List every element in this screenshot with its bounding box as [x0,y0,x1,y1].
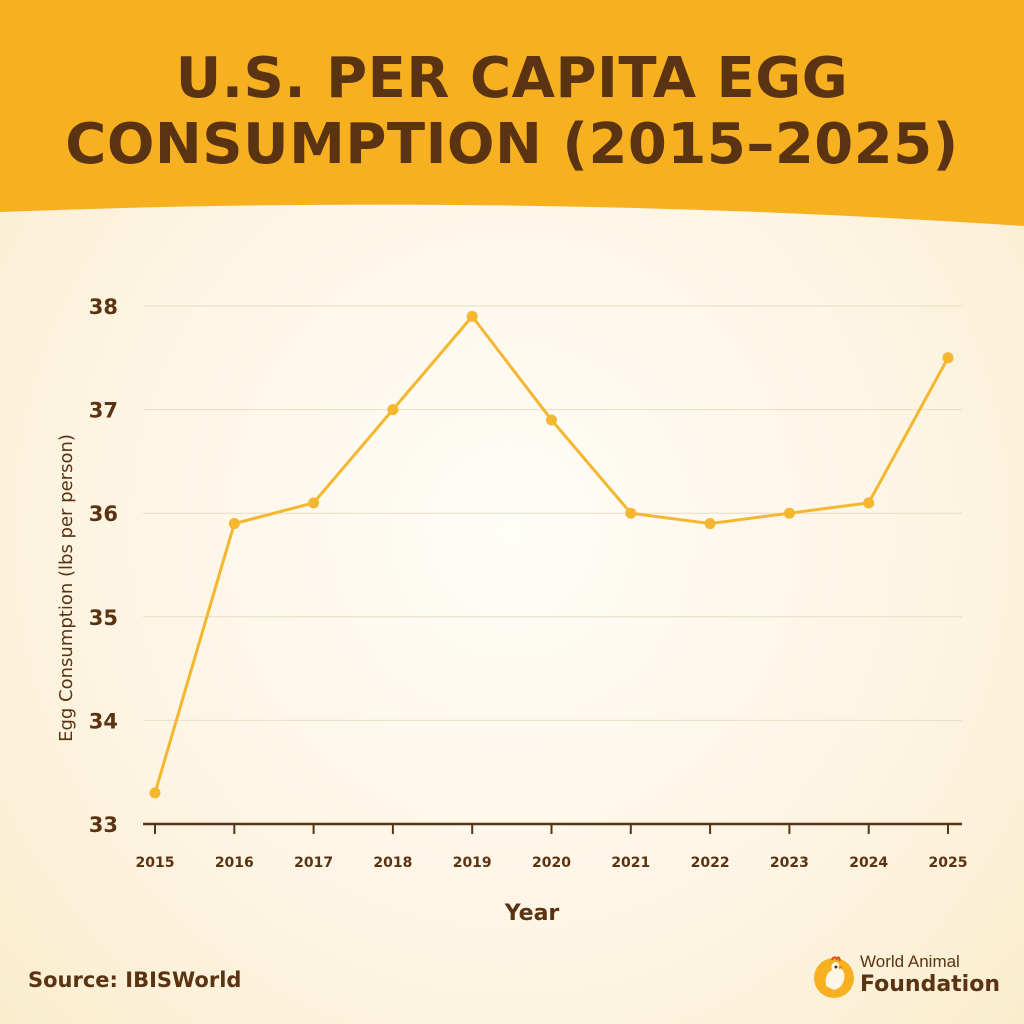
data-point-2015 [149,787,161,799]
x-tick-label: 2017 [294,855,333,871]
x-axis-ticks: 2015 2016 2017 2018 2019 2020 2021 2022 2023 2024… [136,824,968,871]
data-point-2025 [942,352,954,364]
x-tick-label: 2019 [453,855,492,871]
y-tick-label: 38 [89,295,118,319]
series-line-path [153,314,950,794]
title-line-2: CONSUMPTION (2015–2025) [65,112,959,177]
brand-name-line-2: Foundation [860,972,1001,997]
y-tick-label: 34 [89,709,118,733]
data-point-2020 [546,414,557,426]
header-banner [0,0,1024,226]
x-tick-label: 2025 [929,855,968,871]
data-point-2017 [308,497,320,509]
data-point-2022 [704,518,716,530]
brand-logo: World Animal Foundation [812,948,1002,1004]
x-tick-label: 2022 [691,855,730,871]
y-tick-label: 37 [89,399,118,423]
x-tick-label: 2021 [611,855,650,871]
data-point-2023 [783,507,795,519]
data-point-2019 [466,310,478,322]
x-tick-label: 2018 [373,855,412,871]
data-point-2018 [387,404,399,416]
y-tick-label: 36 [89,502,118,526]
y-axis-label: Egg Consumption (lbs per person) [56,434,77,742]
data-point-2024 [863,497,875,509]
y-tick-label: 33 [89,813,118,837]
source-note: Source: IBISWorld [28,968,242,992]
data-points [149,310,954,799]
gridlines [143,305,962,721]
chart-title: U.S. PER CAPITA EGG CONSUMPTION (2015–20… [0,46,1024,178]
x-axis-label: Year [504,901,560,926]
x-tick-label: 2015 [136,855,175,871]
x-tick-label: 2024 [849,855,888,871]
y-axis-ticks: 33 34 35 36 37 38 [89,295,118,837]
y-tick-label: 35 [89,606,118,630]
title-line-1: U.S. PER CAPITA EGG [175,46,849,111]
x-tick-label: 2023 [770,855,809,871]
x-tick-label: 2016 [215,855,254,871]
x-tick-label: 2020 [532,855,571,871]
chicken-logo-icon [814,956,854,998]
brand-name-line-1: World Animal [860,952,960,971]
data-point-2021 [625,507,637,519]
series-line [153,314,950,794]
data-point-2016 [228,518,240,530]
